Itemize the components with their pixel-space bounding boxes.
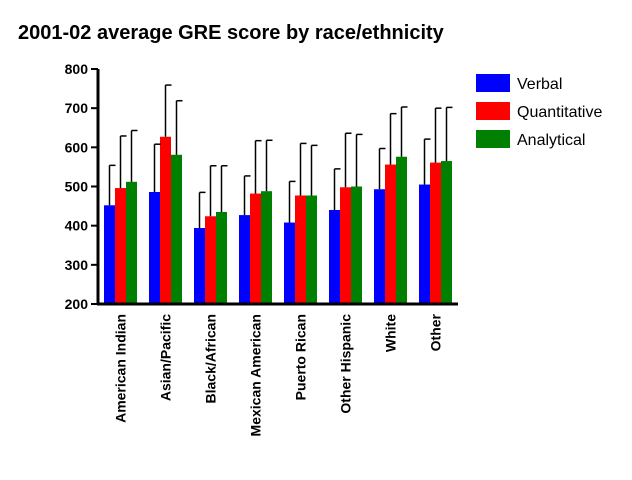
bar-analytical-7 — [441, 161, 452, 304]
bar-verbal-0 — [104, 205, 115, 304]
legend-swatch-analytical — [476, 130, 510, 148]
x-tick-label: Other Hispanic — [338, 314, 354, 414]
bar-quantitative-7 — [430, 162, 441, 304]
bar-quantitative-3 — [250, 193, 261, 304]
legend-swatch-verbal — [476, 74, 510, 92]
bar-analytical-4 — [306, 195, 317, 304]
y-tick-label: 200 — [65, 296, 89, 312]
bar-verbal-2 — [194, 228, 205, 304]
x-tick-label: American Indian — [113, 314, 129, 423]
bar-analytical-6 — [396, 156, 407, 304]
bar-analytical-1 — [171, 154, 182, 304]
legend: Verbal Quantitative Analytical — [476, 74, 602, 149]
bar-verbal-1 — [149, 191, 160, 304]
legend-label-verbal: Verbal — [517, 76, 562, 93]
chart-title: 2001-02 average GRE score by race/ethnic… — [18, 22, 444, 44]
x-tick-label: Black/African — [203, 314, 219, 403]
x-tick-label: Asian/Pacific — [158, 314, 174, 401]
legend-swatch-quantitative — [476, 102, 510, 120]
bar-quantitative-2 — [205, 216, 216, 304]
y-tick-label: 700 — [65, 100, 89, 116]
bar-quantitative-5 — [340, 187, 351, 304]
bar-quantitative-6 — [385, 164, 396, 304]
x-tick-label: White — [383, 314, 399, 352]
x-tick-label: Puerto Rican — [293, 314, 309, 400]
x-tick-label: Mexican American — [248, 314, 264, 436]
y-tick-label: 500 — [65, 179, 89, 195]
bar-analytical-0 — [126, 181, 137, 304]
y-axis-ticks: 200 300 400 500 600 700 800 — [65, 61, 98, 312]
bar-analytical-5 — [351, 186, 362, 304]
y-tick-label: 400 — [65, 218, 89, 234]
bar-quantitative-0 — [115, 188, 126, 304]
bars-layer — [104, 136, 452, 304]
legend-label-analytical: Analytical — [517, 132, 585, 149]
y-tick-label: 600 — [65, 139, 89, 155]
bar-verbal-6 — [374, 189, 385, 304]
bar-analytical-3 — [261, 191, 272, 304]
x-tick-label: Other — [428, 313, 444, 351]
bar-verbal-4 — [284, 222, 295, 304]
bar-analytical-2 — [216, 211, 227, 304]
bar-verbal-7 — [419, 184, 430, 304]
error-bars-layer — [108, 84, 453, 229]
y-tick-label: 800 — [65, 61, 89, 77]
y-tick-label: 300 — [65, 257, 89, 273]
bar-quantitative-1 — [160, 136, 171, 304]
bar-verbal-5 — [329, 210, 340, 304]
legend-label-quantitative: Quantitative — [517, 104, 602, 121]
x-axis-labels: American Indian Asian/Pacific Black/Africa… — [113, 313, 444, 436]
bar-verbal-3 — [239, 215, 250, 304]
bar-quantitative-4 — [295, 195, 306, 304]
